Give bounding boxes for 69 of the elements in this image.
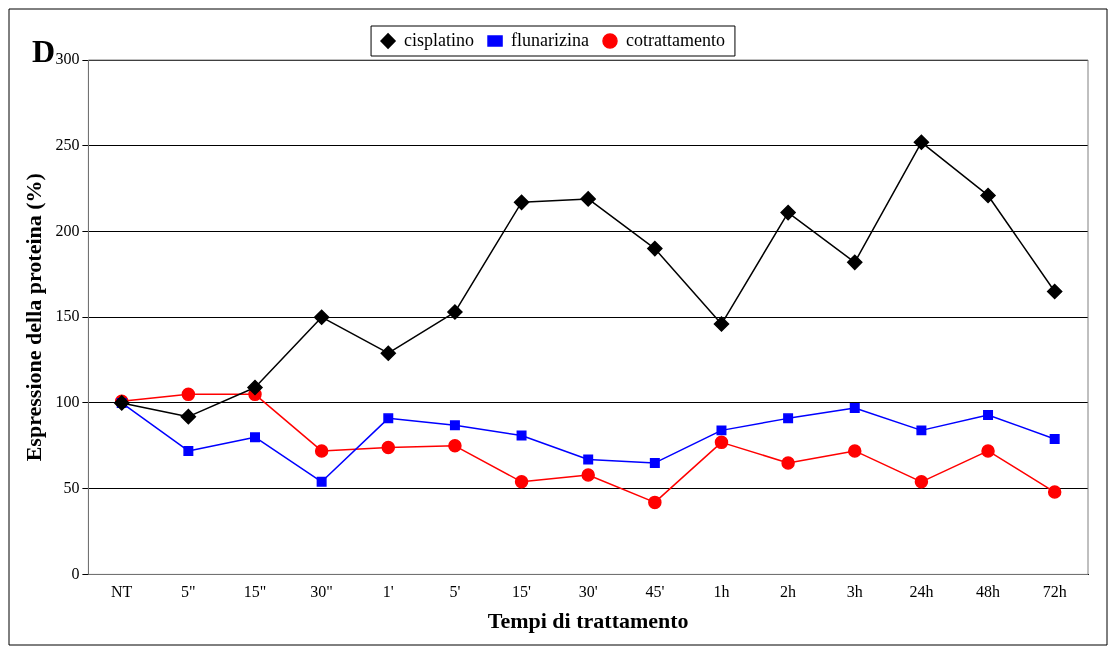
y-tick-label: 100 — [55, 393, 80, 411]
x-tick-label: 48h — [976, 583, 1001, 601]
point — [914, 475, 929, 489]
x-tick-label: NT — [111, 583, 133, 601]
x-tick-label: 5' — [449, 583, 461, 601]
y-axis-title: Espressione della proteina (%) — [20, 173, 46, 462]
y-tick-label: 250 — [55, 135, 80, 153]
point — [449, 420, 460, 431]
point — [183, 445, 194, 456]
point — [981, 444, 995, 458]
point — [980, 187, 996, 204]
x-tick-label: 24h — [909, 583, 934, 601]
point — [849, 403, 860, 414]
point — [313, 309, 330, 325]
point — [716, 425, 727, 436]
point — [1046, 283, 1063, 300]
point — [381, 440, 396, 455]
point — [581, 468, 595, 482]
text: D — [32, 33, 56, 70]
y-tick-label: 50 — [63, 478, 80, 496]
x-tick-label: 72h — [1042, 583, 1067, 601]
x-tick-label: 15" — [243, 583, 267, 601]
y-tick-label: 200 — [55, 221, 80, 239]
y-tick-label: 0 — [71, 564, 80, 582]
point — [649, 457, 660, 468]
point — [583, 454, 594, 465]
point — [648, 495, 662, 510]
point — [580, 191, 596, 207]
point — [781, 456, 795, 470]
x-axis-title: Tempi di trattamento — [487, 608, 689, 634]
x-tick-label: 1' — [382, 583, 394, 601]
point — [913, 134, 930, 151]
point — [983, 409, 994, 420]
y-tick-label: 150 — [55, 307, 80, 325]
point — [380, 345, 397, 361]
point — [314, 444, 329, 458]
x-tick-label: 45' — [645, 583, 665, 601]
point — [448, 439, 462, 453]
point — [516, 430, 527, 441]
point — [247, 379, 263, 396]
x-tick-label: 2h — [780, 583, 797, 601]
point — [316, 476, 327, 487]
point — [848, 444, 862, 458]
point — [383, 413, 394, 424]
legend-label: cisplatino — [404, 29, 475, 50]
point — [1049, 433, 1060, 444]
point — [250, 432, 260, 443]
point — [713, 316, 730, 332]
legend-label: cotrattamento — [626, 29, 725, 50]
point — [180, 408, 197, 425]
legend-label: flunarizina — [511, 29, 590, 50]
point — [780, 204, 796, 221]
x-tick-label: 5" — [181, 583, 196, 601]
x-tick-label: 3h — [846, 583, 863, 601]
point — [1047, 485, 1062, 499]
point — [647, 240, 663, 257]
point — [513, 194, 530, 211]
point — [847, 254, 863, 271]
x-tick-label: 30" — [310, 583, 333, 601]
point — [181, 387, 196, 402]
y-tick-label: 300 — [55, 50, 80, 68]
point — [514, 475, 529, 489]
point — [783, 413, 794, 424]
point — [447, 304, 463, 320]
point — [916, 425, 927, 436]
x-tick-label: 15' — [512, 583, 532, 601]
point — [714, 435, 729, 450]
x-tick-label: 1h — [713, 583, 730, 601]
x-tick-label: 30' — [578, 583, 598, 601]
